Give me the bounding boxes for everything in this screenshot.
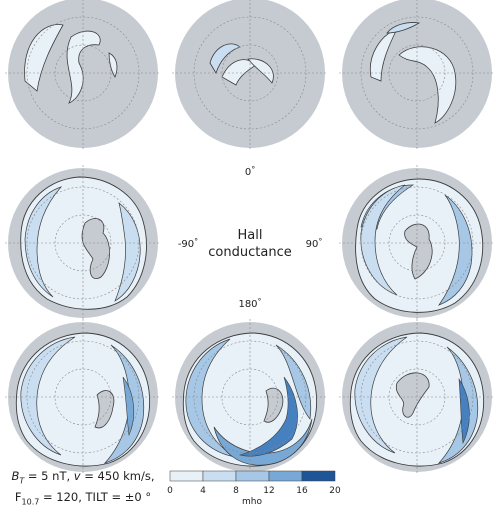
center-title-line1: Hall [238,228,263,243]
polar-plot-8 [171,318,329,476]
colorbar-band-12-16 [268,470,303,482]
svg-text:0°: 0° [245,165,255,178]
mlt-label-top: 0 [245,167,251,178]
polar-plot-3 [338,0,496,152]
caption-line-2: F10.7 = 120, TILT = ±0 ° [14,490,152,507]
colorbar-tick-4: 4 [200,486,206,496]
svg-text:90°: 90° [306,237,323,250]
polar-plot-7 [4,318,162,476]
polar-plot-2 [171,0,329,152]
polar-plot-6 [338,164,496,322]
center-label: 0° Hall conductance -90° 90° 180° [178,165,323,310]
colorbar-band-8-12 [235,470,270,482]
center-title-line2: conductance [208,245,291,260]
colorbar-tick-16: 16 [296,486,308,496]
svg-text:-90°: -90° [178,237,198,250]
colorbar-tick-0: 0 [167,486,173,496]
colorbar-band-16-20 [301,470,336,482]
caption-line-1: BT = 5 nT, v = 450 km/s, [11,469,155,486]
polar-plot-9 [338,318,496,476]
colorbar-band-4-8 [202,470,237,482]
polar-plot-4 [4,164,162,322]
colorbar-tick-12: 12 [263,486,274,496]
mlt-label-bottom: 180 [238,299,257,310]
colorbar-tick-8: 8 [233,486,239,496]
svg-text:180°: 180° [238,297,261,310]
colorbar-band-0-4 [169,470,204,482]
colorbar-tick-20: 20 [329,486,341,496]
colorbar: 0 4 8 12 16 20 mho [167,470,341,506]
colorbar-unit-label: mho [242,497,262,506]
parameter-caption: BT = 5 nT, v = 450 km/s, F10.7 = 120, TI… [8,468,158,511]
mlt-label-left: -90 [178,239,194,250]
mlt-label-right: 90 [306,239,319,250]
polar-plot-1 [4,0,162,152]
